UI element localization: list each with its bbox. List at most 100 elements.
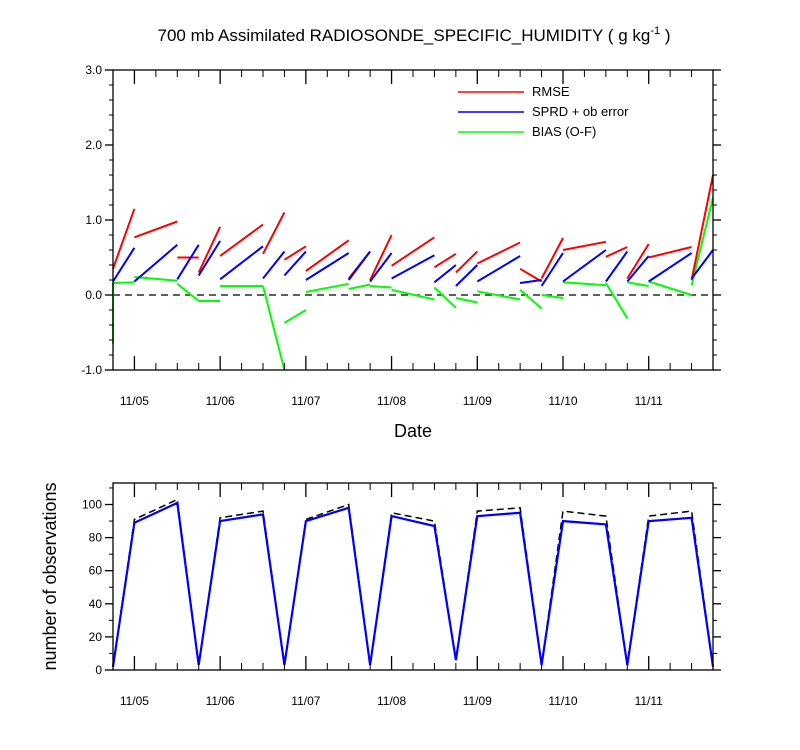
- bottom-ytick-label: 100: [82, 498, 102, 512]
- bias-o-f-segment: [541, 294, 564, 299]
- sprd-ob-error-segment: [347, 250, 371, 281]
- rmse-segment: [433, 252, 457, 269]
- bias-o-f-segment: [391, 288, 435, 301]
- bias-o-f-segment: [562, 281, 606, 287]
- bottom-xtick-label: 11/11: [635, 694, 664, 708]
- bottom-xtick-label: 11/10: [548, 694, 577, 708]
- bottom-ytick-label: 40: [89, 597, 103, 611]
- sprd-ob-error-segment: [455, 264, 479, 287]
- top-ytick-label: 3.0: [85, 63, 102, 77]
- bias-o-f-segment: [370, 285, 392, 289]
- top-ytick-label: -1.0: [81, 363, 102, 377]
- sprd-ob-error-segment: [176, 244, 200, 280]
- bias-o-f-segment: [690, 197, 714, 286]
- sprd-ob-error-segment: [562, 249, 607, 283]
- used-observations-line: [111, 501, 715, 667]
- rmse-segment: [369, 234, 393, 281]
- sprd-ob-error-segment: [626, 255, 650, 283]
- bottom-xtick-label: 11/07: [291, 694, 320, 708]
- sprd-ob-error-segment: [648, 252, 693, 283]
- bottom-xtick-label: 11/08: [377, 694, 406, 708]
- rmse-segment: [112, 208, 136, 270]
- sprd-ob-error-segment: [262, 250, 286, 280]
- bias-o-f-segment: [348, 283, 371, 290]
- rmse-segment: [476, 241, 521, 265]
- rmse-segment: [540, 237, 564, 279]
- bias-o-f-segment: [477, 290, 521, 301]
- rmse-segment: [648, 246, 692, 259]
- top-plot-ticks: 11/05 11/06 11/07 11/08 11/09 11/10 11/11 -1.0 0…: [81, 63, 721, 408]
- x-axis-label: Date: [394, 421, 432, 441]
- bottom-plot-frame: [112, 482, 714, 671]
- sprd-ob-error-segment: [305, 252, 350, 281]
- rmse-segment: [391, 236, 435, 267]
- bias-o-f-segment: [176, 283, 200, 302]
- sprd-ob-error-segment: [690, 249, 714, 280]
- sprd-ob-error-segment: [519, 279, 542, 284]
- sprd-ob-error-segment: [605, 250, 629, 283]
- top-xtick-label: 11/05: [120, 394, 149, 408]
- rmse-segment: [283, 245, 307, 261]
- bias-o-f-segment: [134, 276, 178, 282]
- y-axis-label: number of observations: [40, 482, 60, 670]
- rmse-segment: [519, 267, 543, 283]
- bottom-xtick-label: 11/06: [206, 694, 235, 708]
- top-ytick-label: 1.0: [85, 213, 102, 227]
- bottom-plot-ticks: 11/05 11/06 11/07 11/08 11/09 11/10 11/11 0 20 40…: [82, 483, 721, 708]
- top-xtick-label: 11/07: [291, 394, 320, 408]
- top-xtick-label: 11/06: [206, 394, 235, 408]
- sprd-ob-error-segment: [540, 252, 564, 287]
- bias-o-f-segment: [455, 297, 478, 304]
- top-xtick-label: 11/10: [548, 394, 577, 408]
- rmse-segment: [219, 223, 264, 257]
- rmse-segment: [134, 220, 178, 239]
- sprd-ob-error-segment: [112, 247, 136, 283]
- sprd-ob-error-segment: [369, 252, 393, 283]
- bias-o-f-segment: [433, 286, 457, 309]
- bias-o-f-segment: [648, 280, 692, 296]
- top-ytick-label: 0.0: [85, 288, 102, 302]
- bottom-xtick-label: 11/05: [120, 694, 149, 708]
- bottom-xtick-label: 11/09: [463, 694, 492, 708]
- top-plot-lines: [112, 174, 714, 371]
- rmse-segment: [605, 246, 628, 258]
- bias-o-f-segment: [305, 282, 349, 293]
- sprd-ob-error-segment: [197, 240, 221, 277]
- bottom-plot: 11/05 11/06 11/07 11/08 11/09 11/10 11/11 0 20 40…: [40, 482, 721, 708]
- bottom-ytick-label: 60: [89, 564, 103, 578]
- sprd-ob-error-segment: [476, 255, 521, 283]
- sprd-ob-error-segment: [133, 244, 178, 283]
- legend-label-rmse: RMSE: [532, 84, 570, 99]
- bias-o-f-segment: [605, 282, 629, 319]
- legend-label-sprd: SPRD + ob error: [532, 104, 629, 119]
- legend: RMSE SPRD + ob error BIAS (O-F): [458, 84, 629, 139]
- top-xtick-label: 11/11: [635, 394, 664, 408]
- sprd-ob-error-segment: [283, 250, 307, 277]
- sprd-ob-error-segment: [219, 245, 264, 281]
- top-xtick-label: 11/08: [377, 394, 406, 408]
- bottom-ytick-label: 20: [89, 630, 103, 644]
- rmse-segment: [305, 239, 350, 272]
- legend-label-bias: BIAS (O-F): [532, 124, 596, 139]
- rmse-segment: [562, 240, 607, 251]
- rmse-segment: [690, 174, 714, 281]
- chart-title: 700 mb Assimilated RADIOSONDE_SPECIFIC_H…: [158, 25, 671, 45]
- rmse-segment: [197, 226, 222, 273]
- sprd-ob-error-segment: [433, 264, 457, 284]
- bias-o-f-segment: [112, 281, 135, 284]
- top-xtick-label: 11/09: [463, 394, 492, 408]
- sprd-ob-error-segment: [391, 254, 435, 280]
- rmse-segment: [455, 250, 479, 274]
- bottom-plot-lines: [111, 498, 715, 667]
- top-ytick-label: 2.0: [85, 138, 102, 152]
- top-plot-frame: [112, 69, 714, 371]
- rmse-segment: [262, 212, 286, 255]
- rmse-segment: [626, 243, 650, 280]
- bottom-ytick-label: 80: [89, 531, 103, 545]
- top-plot: 11/05 11/06 11/07 11/08 11/09 11/10 11/11 -1.0 0…: [81, 63, 721, 441]
- bottom-ytick-label: 0: [95, 663, 102, 677]
- bias-o-f-segment: [283, 309, 307, 324]
- bias-o-f-segment: [519, 289, 543, 310]
- bias-o-f-segment: [627, 281, 649, 287]
